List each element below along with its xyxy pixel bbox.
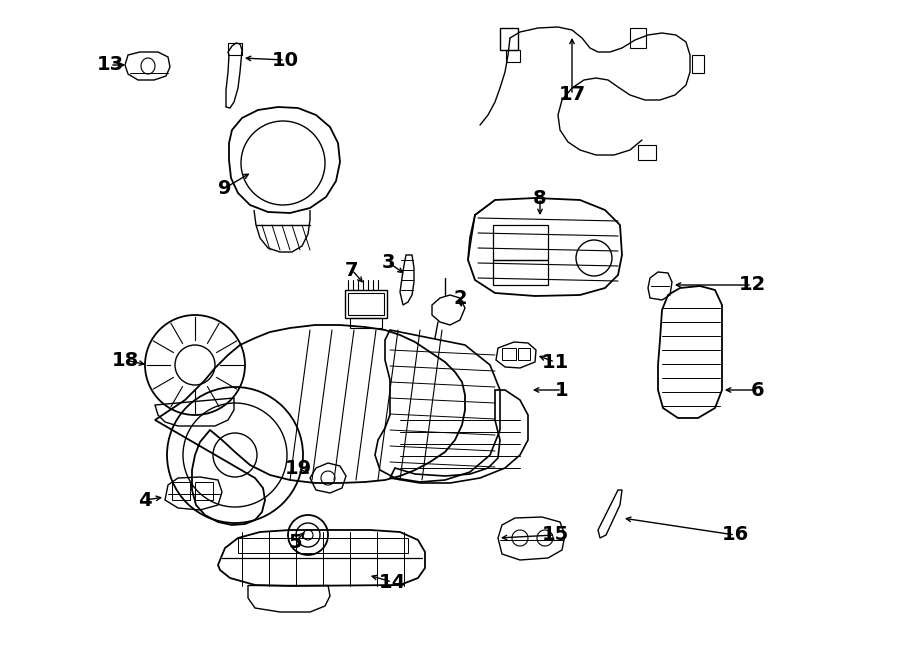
Text: 8: 8 <box>533 188 547 208</box>
Text: 2: 2 <box>454 288 467 307</box>
Text: 4: 4 <box>139 490 152 510</box>
Text: 3: 3 <box>382 253 395 272</box>
Text: 14: 14 <box>378 572 406 592</box>
Text: 18: 18 <box>112 350 139 369</box>
Text: 5: 5 <box>288 533 302 551</box>
Text: 7: 7 <box>346 260 359 280</box>
Text: 1: 1 <box>555 381 569 399</box>
Text: 19: 19 <box>284 459 311 477</box>
Text: 13: 13 <box>96 56 123 75</box>
Text: 12: 12 <box>738 276 766 295</box>
Text: 6: 6 <box>752 381 765 399</box>
Text: 9: 9 <box>218 178 232 198</box>
Text: 16: 16 <box>722 525 749 545</box>
Text: 10: 10 <box>272 50 299 69</box>
Text: 11: 11 <box>542 352 569 371</box>
Text: 17: 17 <box>558 85 586 104</box>
Text: 15: 15 <box>542 525 569 545</box>
